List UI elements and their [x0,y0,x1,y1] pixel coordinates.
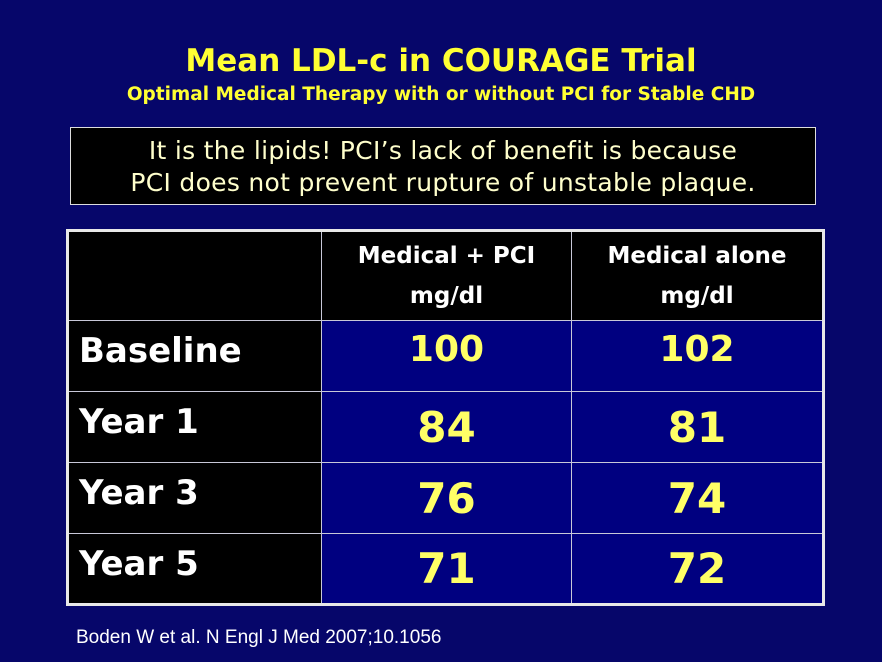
value-pci: 76 [321,462,572,534]
citation: Boden W et al. N Engl J Med 2007;10.1056 [76,627,442,648]
value-alone: 74 [571,462,824,534]
callout-line: It is the lipids! PCI’s lack of benefit … [148,136,738,165]
table-row: Year 3 76 74 [67,462,824,534]
table-row: Year 5 71 72 [67,533,824,605]
header-label: Medical alone [607,243,787,269]
value-pci: 84 [321,391,572,463]
callout-box: It is the lipids! PCI’s lack of benefit … [70,127,816,205]
header-medical-pci: Medical + PCI mg/dl [321,230,572,321]
table-header-row: Medical + PCI mg/dl Medical alone mg/dl [67,230,824,321]
header-medical-alone: Medical alone mg/dl [571,230,824,321]
value-pci: 100 [321,320,572,392]
table-row: Year 1 84 81 [67,391,824,463]
slide-subtitle: Optimal Medical Therapy with or without … [126,84,756,105]
callout-line: PCI does not prevent rupture of unstable… [130,168,756,197]
row-label: Year 5 [67,533,322,605]
header-label: Medical + PCI [357,243,536,269]
value-alone: 102 [571,320,824,392]
slide-title: Mean LDL-c in COURAGE Trial [185,43,697,79]
value-pci: 71 [321,533,572,605]
value-alone: 72 [571,533,824,605]
value-alone: 81 [571,391,824,463]
header-unit: mg/dl [409,283,484,309]
ldl-table: Medical + PCI mg/dl Medical alone mg/dl Ba… [66,229,825,606]
row-label: Year 1 [67,391,322,463]
header-unit: mg/dl [660,283,734,309]
header-empty-cell [67,230,322,321]
row-label: Year 3 [67,462,322,534]
table-row: Baseline 100 102 [67,320,824,392]
row-label: Baseline [67,320,322,392]
